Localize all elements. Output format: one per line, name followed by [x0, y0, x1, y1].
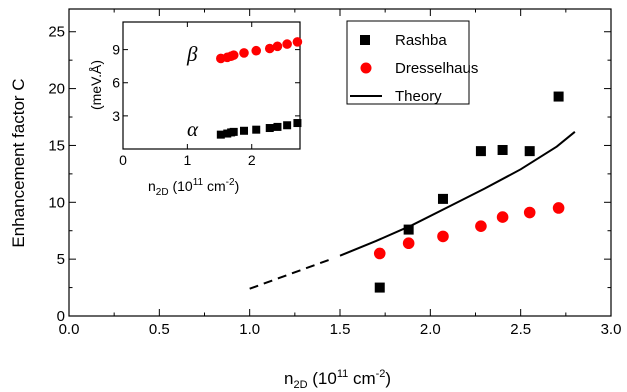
square-point [497, 144, 508, 155]
legend-rashba-marker [360, 35, 370, 45]
main-x-axis-title-unit: cm [348, 369, 375, 388]
y-tick-label: 5 [57, 251, 65, 268]
legend-dresselhaus-label: Dresselhaus [395, 60, 478, 77]
circle-point [552, 202, 565, 214]
square-point [553, 91, 564, 102]
inset-alpha-label: α [187, 117, 199, 141]
x-tick-label: 1.0 [239, 321, 260, 338]
x-tick-label: 1 [183, 152, 191, 168]
inset-y-axis-title: (meV.Å) [88, 60, 104, 110]
main-x-axis-title: n2D (1011 cm-2) [284, 368, 391, 391]
x-tick-label: 1.5 [330, 321, 351, 338]
circle-point [282, 39, 292, 49]
x-tick-label: 0.0 [59, 321, 80, 338]
y-tick-label: 15 [48, 137, 65, 154]
y-tick-label: 9 [112, 42, 120, 58]
inset-x-axis-title-open: (10 [169, 178, 193, 194]
main-x-axis-title-exp2: -2 [376, 368, 386, 380]
main-x-axis-title-base: n [284, 369, 293, 388]
circle-point [475, 220, 487, 232]
square-point [273, 122, 282, 131]
circle-point [373, 247, 386, 260]
square-point [403, 224, 414, 235]
legend-dresselhaus-marker [360, 62, 372, 74]
square-point [240, 126, 249, 135]
inset-data-marks [216, 37, 303, 139]
y-tick-label: 0 [57, 308, 65, 325]
x-tick-label: 3.0 [601, 321, 622, 338]
circle-point [272, 41, 283, 52]
x-tick-label: 0 [119, 152, 127, 168]
circle-point [251, 45, 262, 56]
main-x-axis-title-open: (10 [308, 369, 337, 388]
square-point [229, 127, 238, 136]
square-point [283, 121, 292, 130]
square-point [252, 125, 261, 134]
x-tick-label: 0.5 [149, 321, 170, 338]
legend-rashba-label: Rashba [395, 32, 447, 49]
inset-beta-label: β [186, 42, 198, 66]
inset-y-tick-labels: 3 6 9 [112, 42, 120, 124]
inset-x-axis-title-exp2: -2 [226, 177, 235, 188]
main-x-tick-labels: 0.0 0.5 1.0 1.5 2.0 2.5 3.0 [59, 321, 622, 338]
main-data-marks [249, 91, 576, 293]
circle-point [292, 37, 303, 47]
circle-point [402, 237, 415, 250]
inset-chart: 0 1 2 3 6 9 (meV.Å) β α n2D (1011 cm-2) [88, 21, 303, 198]
main-y-tick-labels: 0 5 10 15 20 25 [48, 24, 65, 325]
circle-point [239, 48, 249, 58]
square-point [265, 124, 274, 133]
circle-point [228, 50, 239, 60]
inset-x-axis-title-base: n [148, 178, 156, 194]
inset-x-axis-title-exp1: 11 [193, 177, 204, 188]
circle-point [523, 206, 536, 219]
x-tick-label: 2.0 [420, 321, 441, 338]
main-x-axis-title-sub: 2D [293, 379, 307, 391]
main-axis-ticks [68, 9, 612, 317]
square-point [374, 282, 385, 293]
legend-theory-label: Theory [395, 88, 442, 105]
y-tick-label: 6 [112, 75, 120, 91]
x-tick-label: 2 [248, 152, 256, 168]
main-y-axis-title: Enhancement factor C [9, 78, 28, 247]
legend-box [346, 20, 470, 105]
inset-x-tick-labels: 0 1 2 [119, 152, 256, 168]
square-point [437, 193, 448, 204]
main-x-axis-title-close: ) [385, 369, 391, 388]
y-tick-label: 10 [48, 194, 65, 211]
inset-x-axis-title-unit: cm [203, 178, 226, 194]
square-point [524, 146, 535, 157]
circle-point [496, 211, 509, 223]
square-point [475, 146, 486, 157]
inset-x-axis-title: n2D (1011 cm-2) [148, 177, 239, 198]
y-tick-label: 3 [112, 108, 120, 124]
legend: Rashba Dresselhaus Theory [346, 20, 478, 105]
theory-extrapolation-dashed [249, 258, 332, 290]
y-tick-label: 25 [48, 24, 65, 41]
inset-x-axis-title-sub: 2D [156, 187, 169, 198]
inset-x-axis-title-close: ) [235, 178, 240, 194]
x-tick-label: 2.5 [510, 321, 531, 338]
circle-point [437, 230, 449, 243]
theory-curve [339, 131, 576, 257]
circle-point [264, 43, 275, 54]
inset-axis-ticks [122, 22, 300, 149]
y-tick-label: 20 [48, 81, 65, 98]
square-point [216, 130, 225, 139]
square-point [293, 119, 302, 128]
main-x-axis-title-exp1: 11 [337, 368, 348, 380]
